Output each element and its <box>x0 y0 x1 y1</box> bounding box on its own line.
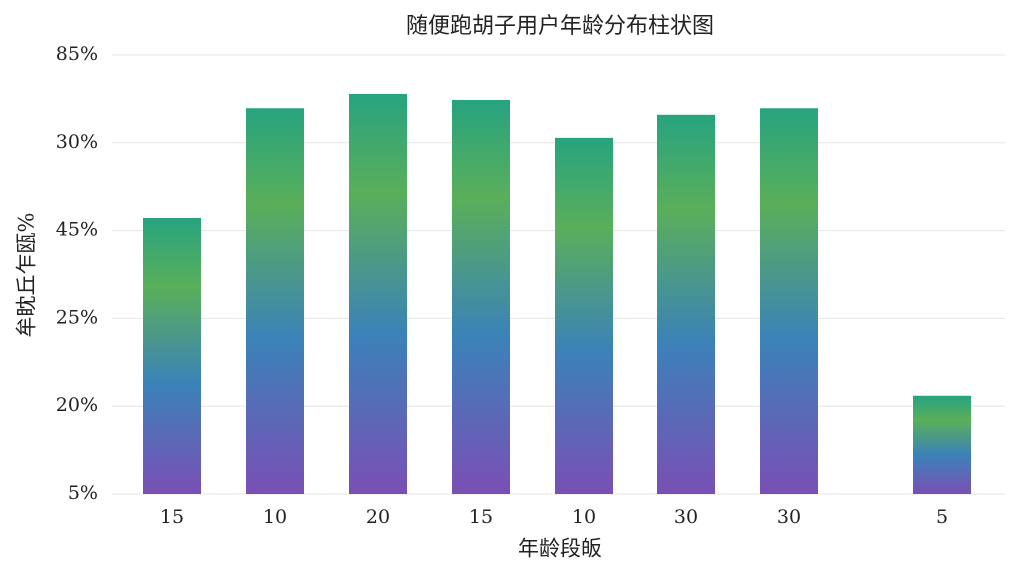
x-tick-label: 30 <box>777 506 801 528</box>
x-axis-label: 年龄段皈 <box>518 537 602 561</box>
bar <box>657 114 715 494</box>
chart-title: 随便跑胡子用户年龄分布柱状图 <box>406 14 714 39</box>
bar <box>913 395 971 494</box>
bar <box>555 137 613 494</box>
y-tick-label: 30% <box>56 131 98 153</box>
y-tick-label: 45% <box>56 219 98 241</box>
bar <box>143 217 201 494</box>
bar <box>246 108 304 494</box>
bar <box>349 93 407 495</box>
bar <box>760 108 818 494</box>
x-tick-label: 10 <box>263 506 287 528</box>
x-tick-label: 15 <box>160 506 184 528</box>
x-tick-label: 5 <box>936 506 948 528</box>
y-axis-label: 牟眈丘乍瓯% <box>15 213 39 338</box>
y-tick-label: 85% <box>56 43 98 65</box>
y-tick-label: 5% <box>68 482 98 504</box>
y-tick-label: 20% <box>56 394 98 416</box>
bar <box>452 99 510 494</box>
x-tick-label: 10 <box>572 506 596 528</box>
x-tick-label: 15 <box>469 506 493 528</box>
x-tick-label: 20 <box>366 506 390 528</box>
y-tick-label: 25% <box>56 306 98 328</box>
x-tick-label: 30 <box>674 506 698 528</box>
